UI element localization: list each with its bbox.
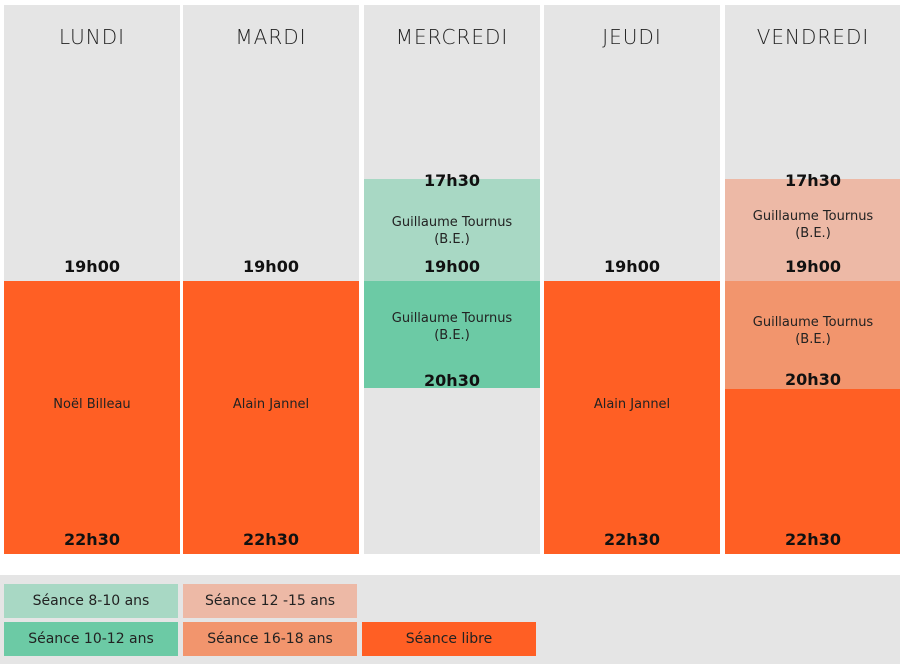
coach-name: Noël Billeau	[53, 397, 131, 412]
coach-name: Guillaume Tournus	[752, 209, 874, 224]
coach-name: Guillaume Tournus	[391, 311, 513, 326]
seance-10-12-block[interactable]	[364, 281, 540, 388]
legend-seance-8-10: Séance 8-10 ans	[4, 584, 178, 618]
start-time: 19h00	[243, 257, 299, 276]
end-time: 22h30	[64, 530, 120, 549]
day-column-jeudi: JEUDI 19h00 Alain Jannel 22h30	[544, 5, 720, 554]
day-header: MARDI	[235, 25, 307, 49]
mid-time: 19h00	[424, 257, 480, 276]
day-header: VENDREDI	[756, 25, 870, 49]
coach-title: (B.E.)	[434, 232, 470, 247]
day-column-mercredi: MERCREDI 17h30 Guillaume Tournus (B.E.) …	[364, 5, 540, 554]
legend-seance-16-18: Séance 16-18 ans	[183, 622, 357, 656]
seance-libre-block[interactable]	[725, 389, 900, 554]
seance-8-10-block[interactable]	[364, 179, 540, 281]
seance-16-18-block[interactable]	[725, 281, 900, 389]
coach-title: (B.E.)	[795, 332, 831, 347]
legend: Séance 8-10 ans Séance 10-12 ans Séance …	[0, 575, 900, 664]
seance-libre-block[interactable]	[183, 281, 359, 554]
coach-name: Alain Jannel	[232, 397, 310, 412]
start-time: 19h00	[604, 257, 660, 276]
mid-time: 19h00	[785, 257, 841, 276]
coach-name: Alain Jannel	[593, 397, 671, 412]
end-time: 22h30	[604, 530, 660, 549]
coach-title: (B.E.)	[795, 226, 831, 241]
day-column-mardi: MARDI 19h00 Alain Jannel 22h30	[183, 5, 359, 554]
seance-libre-block[interactable]	[544, 281, 720, 554]
end-time: 22h30	[785, 530, 841, 549]
day-header: MERCREDI	[395, 25, 509, 49]
legend-seance-12-15: Séance 12 -15 ans	[183, 584, 357, 618]
end-time: 20h30	[424, 371, 480, 390]
coach-name: Guillaume Tournus	[391, 215, 513, 230]
legend-seance-10-12: Séance 10-12 ans	[4, 622, 178, 656]
seance-libre-block[interactable]	[4, 281, 180, 554]
coach-title: (B.E.)	[434, 328, 470, 343]
start-time: 17h30	[785, 171, 841, 190]
day-header: LUNDI	[58, 25, 126, 49]
mid-time: 20h30	[785, 370, 841, 389]
start-time: 19h00	[64, 257, 120, 276]
start-time: 17h30	[424, 171, 480, 190]
legend-seance-libre: Séance libre	[362, 622, 536, 656]
coach-name: Guillaume Tournus	[752, 315, 874, 330]
day-column-vendredi: VENDREDI 17h30 Guillaume Tournus (B.E.) …	[725, 5, 900, 554]
day-column-lundi: LUNDI 19h00 Noël Billeau 22h30	[4, 5, 180, 554]
end-time: 22h30	[243, 530, 299, 549]
seance-12-15-block[interactable]	[725, 179, 900, 281]
day-header: JEUDI	[602, 25, 662, 49]
